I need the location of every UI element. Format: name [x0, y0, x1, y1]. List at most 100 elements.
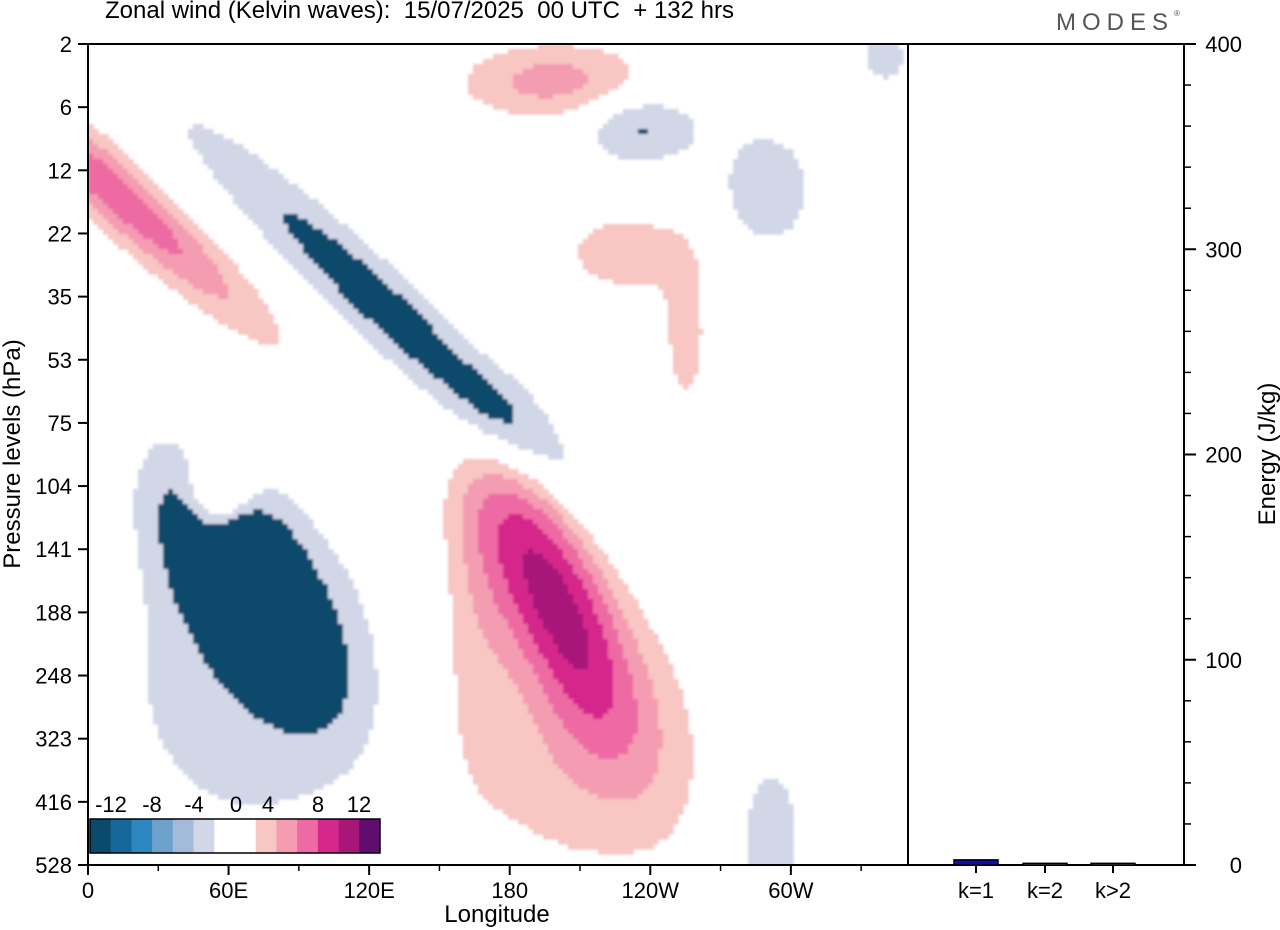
- field-cell: [458, 569, 464, 575]
- field-cell: [103, 164, 109, 170]
- field-cell: [158, 444, 164, 450]
- field-cell: [223, 164, 229, 170]
- field-cell: [588, 579, 594, 585]
- field-cell: [308, 574, 314, 580]
- field-cell: [493, 604, 499, 610]
- field-cell: [263, 314, 269, 320]
- field-cell: [543, 449, 549, 455]
- field-cell: [638, 114, 644, 120]
- field-cell: [363, 279, 369, 285]
- field-cell: [453, 394, 459, 400]
- field-cell: [298, 559, 304, 565]
- field-cell: [188, 519, 194, 525]
- field-cell: [778, 184, 784, 190]
- field-cell: [358, 624, 364, 630]
- field-cell: [478, 629, 484, 635]
- field-cell: [288, 539, 294, 545]
- field-cell: [533, 419, 539, 425]
- field-cell: [188, 564, 194, 570]
- field-cell: [273, 229, 279, 235]
- field-cell: [308, 619, 314, 625]
- field-cell: [283, 609, 289, 615]
- field-cell: [568, 89, 574, 95]
- field-cell: [548, 54, 554, 60]
- field-cell: [268, 319, 274, 325]
- field-cell: [458, 604, 464, 610]
- field-cell: [493, 99, 499, 105]
- field-cell: [258, 339, 264, 345]
- field-cell: [313, 599, 319, 605]
- field-cell: [188, 589, 194, 595]
- field-cell: [458, 369, 464, 375]
- field-cell: [633, 279, 639, 285]
- field-cell: [688, 269, 694, 275]
- field-cell: [473, 69, 479, 75]
- field-cell: [348, 619, 354, 625]
- field-cell: [148, 559, 154, 565]
- field-cell: [403, 314, 409, 320]
- field-cell: [223, 559, 229, 565]
- field-cell: [883, 74, 889, 80]
- field-cell: [198, 589, 204, 595]
- field-cell: [508, 599, 514, 605]
- field-cell: [753, 199, 759, 205]
- field-cell: [673, 359, 679, 365]
- field-cell: [173, 504, 179, 510]
- field-cell: [293, 624, 299, 630]
- field-cell: [578, 629, 584, 635]
- field-cell: [588, 69, 594, 75]
- field-cell: [343, 594, 349, 600]
- field-cell: [173, 524, 179, 530]
- field-cell: [578, 604, 584, 610]
- field-cell: [378, 294, 384, 300]
- field-cell: [373, 339, 379, 345]
- field-cell: [373, 254, 379, 260]
- field-cell: [183, 489, 189, 495]
- field-cell: [168, 629, 174, 635]
- field-cell: [528, 539, 534, 545]
- field-cell: [458, 484, 464, 490]
- field-cell: [173, 499, 179, 505]
- field-cell: [563, 599, 569, 605]
- field-cell: [178, 574, 184, 580]
- field-cell: [873, 64, 879, 70]
- field-cell: [558, 569, 564, 575]
- field-cell: [683, 259, 689, 265]
- field-cell: [693, 339, 699, 345]
- field-cell: [183, 574, 189, 580]
- field-cell: [773, 199, 779, 205]
- field-cell: [298, 189, 304, 195]
- field-cell: [463, 564, 469, 570]
- field-cell: [458, 489, 464, 495]
- field-cell: [488, 379, 494, 385]
- field-cell: [493, 554, 499, 560]
- field-cell: [278, 624, 284, 630]
- field-cell: [288, 529, 294, 535]
- field-cell: [293, 614, 299, 620]
- field-cell: [463, 489, 469, 495]
- field-cell: [673, 254, 679, 260]
- field-cell: [313, 284, 319, 290]
- field-cell: [498, 94, 504, 100]
- field-cell: [153, 614, 159, 620]
- field-cell: [628, 259, 634, 265]
- field-cell: [173, 599, 179, 605]
- field-cell: [673, 114, 679, 120]
- field-cell: [333, 599, 339, 605]
- field-cell: [468, 74, 474, 80]
- field-cell: [243, 534, 249, 540]
- field-cell: [343, 619, 349, 625]
- field-cell: [338, 284, 344, 290]
- field-cell: [638, 249, 644, 255]
- field-cell: [388, 294, 394, 300]
- field-cell: [228, 534, 234, 540]
- field-cell: [578, 69, 584, 75]
- field-cell: [683, 329, 689, 335]
- field-cell: [378, 329, 384, 335]
- field-cell: [493, 579, 499, 585]
- field-cell: [758, 169, 764, 175]
- field-cell: [453, 629, 459, 635]
- field-cell: [363, 269, 369, 275]
- field-cell: [393, 359, 399, 365]
- field-cell: [683, 239, 689, 245]
